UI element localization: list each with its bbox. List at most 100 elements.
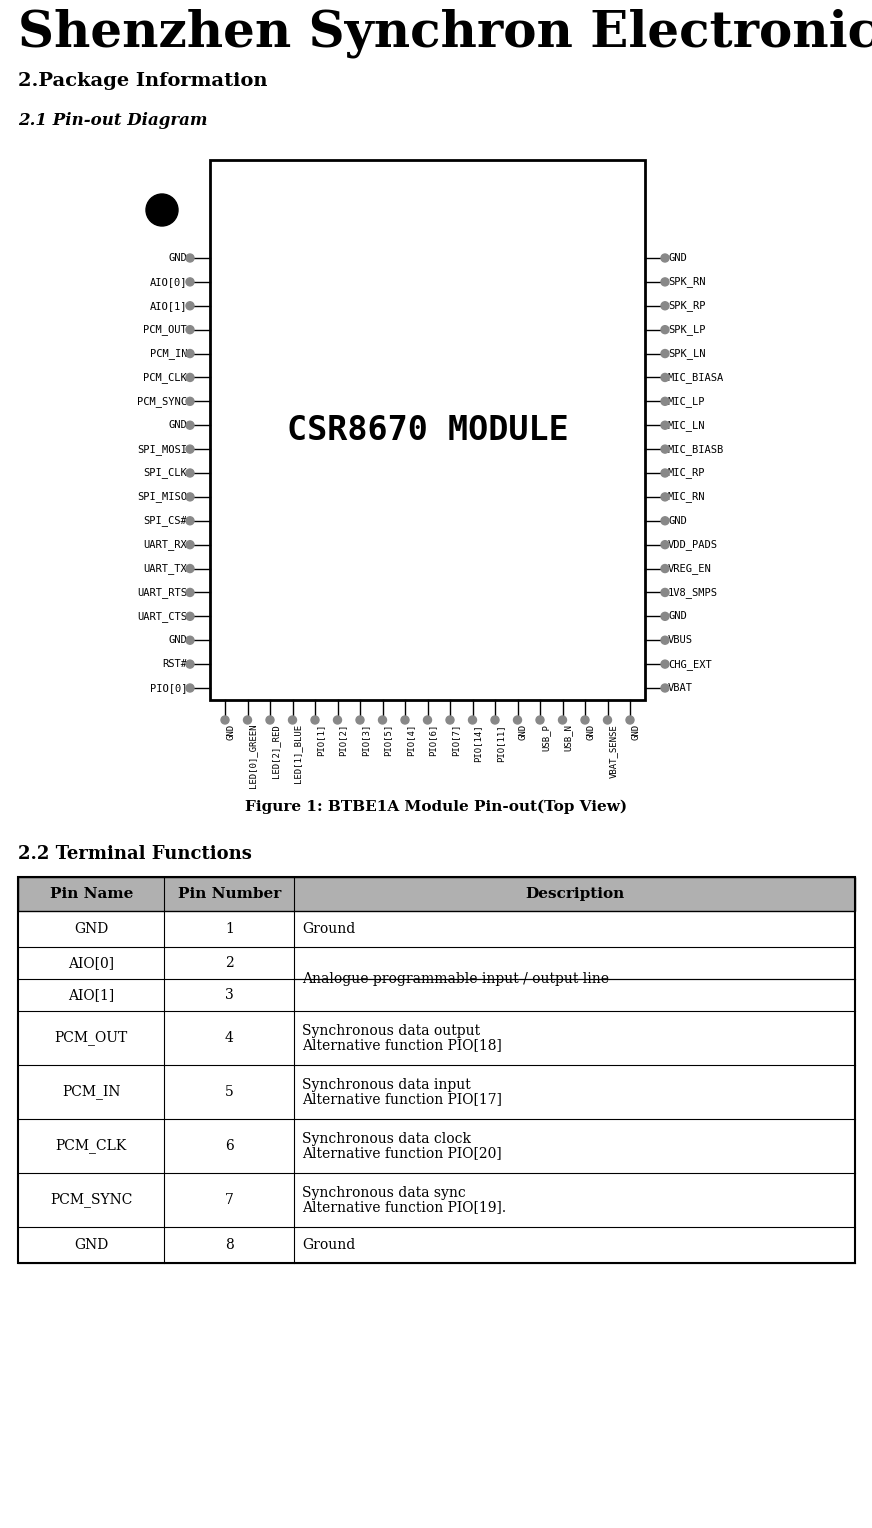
Circle shape <box>243 717 251 724</box>
Text: SPI_MOSI: SPI_MOSI <box>137 443 187 454</box>
Text: 4: 4 <box>225 1031 234 1045</box>
Circle shape <box>626 717 634 724</box>
Bar <box>210 160 645 700</box>
Circle shape <box>661 397 669 405</box>
Bar <box>18 1118 855 1174</box>
Text: UART_TX: UART_TX <box>143 564 187 575</box>
Circle shape <box>186 445 194 454</box>
Circle shape <box>661 278 669 286</box>
Text: Synchronous data output: Synchronous data output <box>303 1024 480 1038</box>
Text: GND: GND <box>519 724 528 740</box>
Bar <box>18 979 855 1012</box>
Text: LED[0]_GREEN: LED[0]_GREEN <box>249 724 257 788</box>
Text: VREG_EN: VREG_EN <box>668 564 712 575</box>
Circle shape <box>468 717 476 724</box>
Text: PIO[7]: PIO[7] <box>451 724 460 756</box>
Text: SPI_CS#: SPI_CS# <box>143 515 187 526</box>
Text: 5: 5 <box>225 1085 234 1099</box>
Circle shape <box>514 717 521 724</box>
Text: VBUS: VBUS <box>668 636 693 645</box>
Text: AIO[1]: AIO[1] <box>149 301 187 310</box>
Text: MIC_BIASA: MIC_BIASA <box>668 371 725 384</box>
Circle shape <box>661 350 669 358</box>
Text: PCM_IN: PCM_IN <box>62 1085 120 1100</box>
Circle shape <box>661 469 669 477</box>
Text: CSR8670 MODULE: CSR8670 MODULE <box>287 414 569 446</box>
Bar <box>18 947 855 979</box>
Text: AIO[0]: AIO[0] <box>149 277 187 287</box>
Text: SPK_LP: SPK_LP <box>668 324 705 335</box>
Text: SPK_RN: SPK_RN <box>668 277 705 287</box>
Text: PCM_CLK: PCM_CLK <box>143 371 187 384</box>
Circle shape <box>186 685 194 692</box>
Text: 7: 7 <box>225 1193 234 1207</box>
Text: 1: 1 <box>225 921 234 937</box>
Text: GND: GND <box>168 420 187 431</box>
Circle shape <box>661 301 669 310</box>
Circle shape <box>289 717 296 724</box>
Bar <box>18 877 855 1264</box>
Text: UART_RX: UART_RX <box>143 539 187 550</box>
Text: GND: GND <box>168 636 187 645</box>
Circle shape <box>581 717 589 724</box>
Text: 2.2 Terminal Functions: 2.2 Terminal Functions <box>18 845 252 863</box>
Text: GND: GND <box>668 611 687 622</box>
Text: 8: 8 <box>225 1238 234 1251</box>
Text: LED[1]_BLUE: LED[1]_BLUE <box>294 724 303 784</box>
Text: SPI_CLK: SPI_CLK <box>143 468 187 478</box>
Circle shape <box>356 717 364 724</box>
Circle shape <box>661 373 669 382</box>
Circle shape <box>558 717 567 724</box>
Text: 3: 3 <box>225 989 234 1002</box>
Circle shape <box>186 254 194 261</box>
Circle shape <box>661 564 669 573</box>
Text: Shenzhen Synchron Electronics Co.,Ltd.: Shenzhen Synchron Electronics Co.,Ltd. <box>18 8 872 58</box>
Text: MIC_LP: MIC_LP <box>668 396 705 406</box>
Text: AIO[0]: AIO[0] <box>68 957 114 970</box>
Circle shape <box>186 350 194 358</box>
Circle shape <box>603 717 611 724</box>
Circle shape <box>661 445 669 454</box>
Bar <box>18 1065 855 1118</box>
Text: GND: GND <box>631 724 640 740</box>
Text: MIC_BIASB: MIC_BIASB <box>668 443 725 454</box>
Text: Analogue programmable input / output line: Analogue programmable input / output lin… <box>303 972 610 986</box>
Text: Alternative function PIO[17]: Alternative function PIO[17] <box>303 1093 502 1106</box>
Circle shape <box>661 254 669 261</box>
Text: 2.Package Information: 2.Package Information <box>18 72 268 90</box>
Text: Synchronous data input: Synchronous data input <box>303 1077 471 1091</box>
Bar <box>18 911 855 947</box>
Text: Ground: Ground <box>303 1238 356 1251</box>
Bar <box>18 1227 855 1264</box>
Text: PCM_SYNC: PCM_SYNC <box>50 1192 133 1207</box>
Text: Description: Description <box>525 886 624 902</box>
Text: GND: GND <box>668 516 687 526</box>
Text: PIO[5]: PIO[5] <box>384 724 392 756</box>
Circle shape <box>266 717 274 724</box>
Circle shape <box>221 717 229 724</box>
Circle shape <box>186 541 194 549</box>
Circle shape <box>186 636 194 645</box>
Text: MIC_RP: MIC_RP <box>668 468 705 478</box>
Text: PIO[6]: PIO[6] <box>428 724 438 756</box>
Circle shape <box>186 278 194 286</box>
Text: 2: 2 <box>225 957 234 970</box>
Circle shape <box>186 613 194 620</box>
Text: GND: GND <box>668 254 687 263</box>
Text: PIO[2]: PIO[2] <box>338 724 348 756</box>
Text: LED[2]_RED: LED[2]_RED <box>271 724 280 778</box>
Text: UART_RTS: UART_RTS <box>137 587 187 597</box>
Text: 6: 6 <box>225 1138 234 1154</box>
Circle shape <box>491 717 499 724</box>
Circle shape <box>146 194 178 226</box>
Text: Ground: Ground <box>303 921 356 937</box>
Text: VBAT_SENSE: VBAT_SENSE <box>609 724 617 778</box>
Text: Figure 1: BTBE1A Module Pin-out(Top View): Figure 1: BTBE1A Module Pin-out(Top View… <box>245 801 627 814</box>
Circle shape <box>186 660 194 668</box>
Text: PIO[3]: PIO[3] <box>361 724 370 756</box>
Circle shape <box>661 588 669 596</box>
Circle shape <box>661 325 669 333</box>
Text: PIO[0]: PIO[0] <box>149 683 187 694</box>
Text: PIO[4]: PIO[4] <box>406 724 415 756</box>
Text: Synchronous data sync: Synchronous data sync <box>303 1186 466 1199</box>
